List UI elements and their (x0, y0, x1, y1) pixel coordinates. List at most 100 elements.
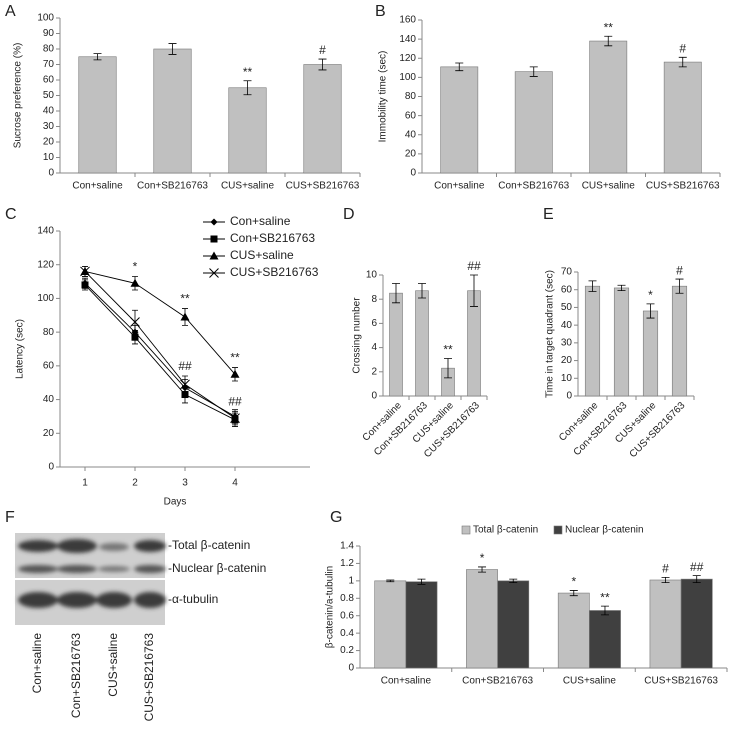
y-tick-label: 40 (43, 106, 55, 117)
y-tick-label: 20 (43, 428, 55, 439)
y-tick-label: 0.2 (340, 645, 354, 656)
x-tick-label: 4 (232, 478, 238, 489)
x-tick-label: CUS+saline (563, 676, 617, 687)
error-bar (168, 43, 177, 55)
y-tick-label: 4 (371, 342, 377, 353)
error-bar (675, 278, 684, 294)
error-bar (509, 578, 518, 583)
lane-label: Con+saline (30, 633, 44, 694)
band-label: -Total β-catenin (168, 538, 250, 552)
y-tick-label: 40 (405, 129, 417, 140)
bar (557, 592, 590, 669)
y-tick-label: 70 (43, 59, 55, 70)
significance-label: # (676, 263, 683, 277)
y-tick-label: 120 (37, 259, 54, 270)
bar (466, 569, 498, 669)
line (84, 271, 236, 419)
y-tick-label: 0.8 (340, 593, 354, 604)
error-bar (617, 284, 626, 291)
marker (210, 218, 218, 226)
bar (613, 287, 630, 397)
y-tick-label: 0.6 (340, 610, 354, 621)
marker (210, 235, 218, 243)
panel-letter: E (543, 206, 554, 223)
x-tick-label: Con+SB216763 (462, 676, 533, 687)
error-bar (569, 590, 578, 597)
error-bar (529, 66, 538, 77)
y-tick-label: 70 (561, 267, 573, 278)
y-tick-label: 0 (48, 462, 54, 473)
y-tick-label: 20 (405, 149, 417, 160)
marker (209, 268, 219, 278)
marker (230, 413, 240, 423)
y-tick-label: 30 (561, 337, 573, 348)
significance-label: ** (604, 20, 614, 34)
error-bar (417, 578, 426, 585)
significance-label: ## (228, 395, 242, 409)
blot-bands (18, 539, 166, 608)
y-tick-label: 20 (43, 137, 55, 148)
legend-label: CUS+SB216763 (230, 265, 319, 279)
error-bar (478, 566, 487, 573)
significance-label: ** (180, 292, 190, 306)
bar (680, 578, 713, 669)
y-tick-label: 90 (43, 28, 55, 39)
marker (130, 278, 140, 287)
error-bar (604, 35, 613, 47)
y-tick-label: 1.4 (340, 541, 354, 552)
bar (374, 580, 407, 669)
y-tick-label: 120 (399, 53, 416, 64)
y-tick-label: 0 (410, 168, 416, 179)
y-tick-label: 1.2 (340, 558, 354, 569)
y-tick-label: 2 (371, 366, 377, 377)
x-axis-label: Days (164, 497, 187, 508)
significance-label: ## (178, 359, 192, 373)
y-tick-label: 0 (48, 168, 54, 179)
y-tick-label: 60 (43, 75, 55, 86)
y-tick-label: 80 (43, 327, 55, 338)
bar (153, 48, 192, 174)
line (84, 282, 236, 417)
significance-label: # (662, 562, 669, 576)
y-tick-label: 40 (561, 320, 573, 331)
panel-letter: G (330, 509, 342, 526)
significance-label: * (571, 575, 576, 589)
y-tick-label: 0 (371, 391, 377, 402)
marker (180, 379, 190, 390)
y-tick-label: 80 (43, 44, 55, 55)
legend-label: Con+SB216763 (230, 231, 315, 245)
significance-label: * (133, 260, 138, 274)
marker (80, 266, 90, 277)
y-tick-label: 60 (405, 110, 417, 121)
error-bar (588, 280, 597, 292)
significance-label: ** (243, 65, 253, 79)
panel-letter: D (343, 206, 355, 223)
error-bar (692, 575, 701, 583)
y-tick-label: 0 (566, 391, 572, 402)
line (84, 271, 236, 375)
y-tick-label: 100 (37, 293, 54, 304)
x-tick-label: CUS+SB216763 (644, 676, 718, 687)
error-bar (444, 358, 452, 379)
line (84, 284, 236, 421)
y-tick-label: 50 (43, 90, 55, 101)
x-tick-label: Con+SB216763 (498, 181, 569, 192)
panel-letter: C (5, 206, 17, 223)
bar (228, 87, 267, 174)
x-tick-label: 3 (182, 478, 188, 489)
bar (440, 66, 479, 174)
x-tick-label: Con+saline (72, 181, 123, 192)
y-tick-label: 60 (43, 360, 55, 371)
significance-label: ** (600, 590, 610, 604)
y-axis-label: Time in target quadrant (sec) (545, 270, 556, 398)
bar (584, 285, 601, 397)
panel-letter: A (5, 3, 16, 20)
y-axis-label: Latency (sec) (15, 319, 26, 379)
y-tick-label: 1 (348, 575, 354, 586)
bar (389, 292, 403, 397)
x-tick-label: Con+SB216763 (137, 181, 208, 192)
y-tick-label: 140 (399, 34, 416, 45)
significance-label: # (679, 41, 686, 55)
bar (589, 40, 628, 174)
